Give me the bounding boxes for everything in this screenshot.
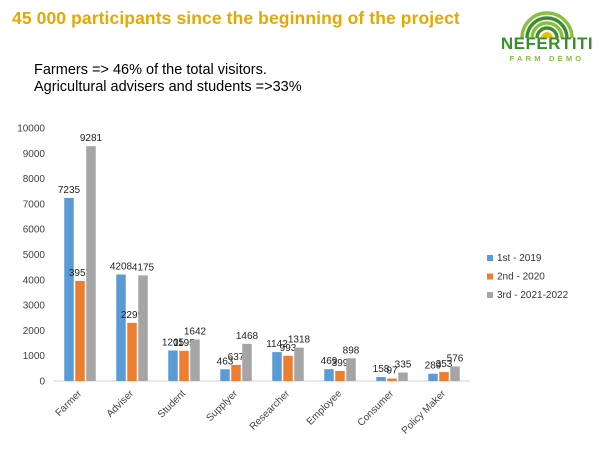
summary-line-advisers: Agricultural advisers and students =>33% xyxy=(34,79,302,95)
bar xyxy=(127,322,137,381)
data-label: 463 xyxy=(217,356,234,367)
page-title: 45 000 participants since the beginning … xyxy=(12,8,460,28)
bar xyxy=(398,372,408,381)
y-tick-label: 3000 xyxy=(23,301,46,312)
bar xyxy=(335,370,345,381)
data-label: 576 xyxy=(447,353,464,364)
bar xyxy=(439,372,449,381)
bar xyxy=(75,280,85,381)
bar xyxy=(138,275,148,381)
data-label: 469 xyxy=(321,356,338,367)
x-category-label: Adviser xyxy=(105,388,137,420)
bar xyxy=(220,369,230,381)
data-label: 353 xyxy=(436,359,453,370)
data-label: 1142 xyxy=(266,339,288,350)
bar xyxy=(428,373,438,381)
y-tick-label: 5000 xyxy=(23,250,46,261)
y-tick-label: 8000 xyxy=(23,174,46,185)
bar xyxy=(376,377,386,381)
data-label: 399 xyxy=(332,358,349,369)
data-label: 158 xyxy=(373,364,390,375)
legend-swatch xyxy=(487,292,493,298)
bar xyxy=(64,197,74,381)
legend-swatch xyxy=(487,273,493,280)
bar xyxy=(179,350,189,381)
x-category-label: Policy Maker xyxy=(400,388,449,437)
data-label: 1318 xyxy=(288,335,311,346)
x-category-label: Supplyer xyxy=(204,388,240,424)
bar xyxy=(272,352,282,381)
x-category-label: Farmer xyxy=(54,388,85,419)
y-tick-label: 2000 xyxy=(23,326,46,337)
logo-tagline: FARM DEMO xyxy=(509,54,585,63)
bar xyxy=(190,339,200,381)
data-label: 335 xyxy=(395,360,412,371)
legend-label: 2nd - 2020 xyxy=(497,272,545,283)
legend-label: 3rd - 2021-2022 xyxy=(497,290,569,301)
legend-swatch xyxy=(487,255,493,261)
x-category-label: Researcher xyxy=(248,388,293,433)
sunrise-arcs-icon xyxy=(520,11,574,39)
bar xyxy=(283,355,293,381)
y-tick-label: 10000 xyxy=(17,124,45,135)
data-label: 993 xyxy=(280,343,297,354)
y-tick-label: 6000 xyxy=(23,225,46,236)
x-category-label: Employee xyxy=(305,388,345,428)
summary-text: Farmers => 46% of the total visitors. Ag… xyxy=(34,62,302,96)
x-category-label: Consumer xyxy=(356,388,397,429)
data-label: 637 xyxy=(228,352,245,363)
bar xyxy=(324,369,334,381)
y-tick-label: 7000 xyxy=(23,199,46,210)
bar xyxy=(231,364,241,381)
bar xyxy=(86,146,96,381)
bar xyxy=(387,378,397,381)
data-label: 2299 xyxy=(121,310,144,321)
y-tick-label: 4000 xyxy=(23,275,46,286)
bar xyxy=(242,343,252,381)
bar xyxy=(346,358,356,381)
data-label: 1195 xyxy=(173,338,195,349)
y-tick-label: 1000 xyxy=(23,351,46,362)
nefertiti-logo: NEFERTITI FARM DEMO xyxy=(498,4,596,66)
bar xyxy=(116,274,126,381)
data-label: 97 xyxy=(386,366,398,377)
data-label: 1205 xyxy=(162,338,185,349)
bar xyxy=(168,350,178,381)
legend-label: 1st - 2019 xyxy=(497,253,542,264)
data-label: 1468 xyxy=(236,331,259,342)
data-label: 898 xyxy=(343,345,360,356)
data-label: 3957 xyxy=(69,268,92,279)
data-label: 4175 xyxy=(132,262,155,273)
bar xyxy=(450,366,460,381)
data-label: 4208 xyxy=(110,262,133,273)
summary-line-farmers: Farmers => 46% of the total visitors. xyxy=(34,62,267,78)
data-label: 7235 xyxy=(58,185,81,196)
y-tick-label: 0 xyxy=(39,377,45,388)
x-category-label: Student xyxy=(156,388,188,420)
bar xyxy=(294,347,304,381)
logo-name: NEFERTITI xyxy=(500,34,594,53)
y-tick-label: 9000 xyxy=(23,149,46,160)
data-label: 9281 xyxy=(80,133,103,144)
data-label: 1642 xyxy=(184,326,207,337)
data-label: 289 xyxy=(425,361,442,372)
